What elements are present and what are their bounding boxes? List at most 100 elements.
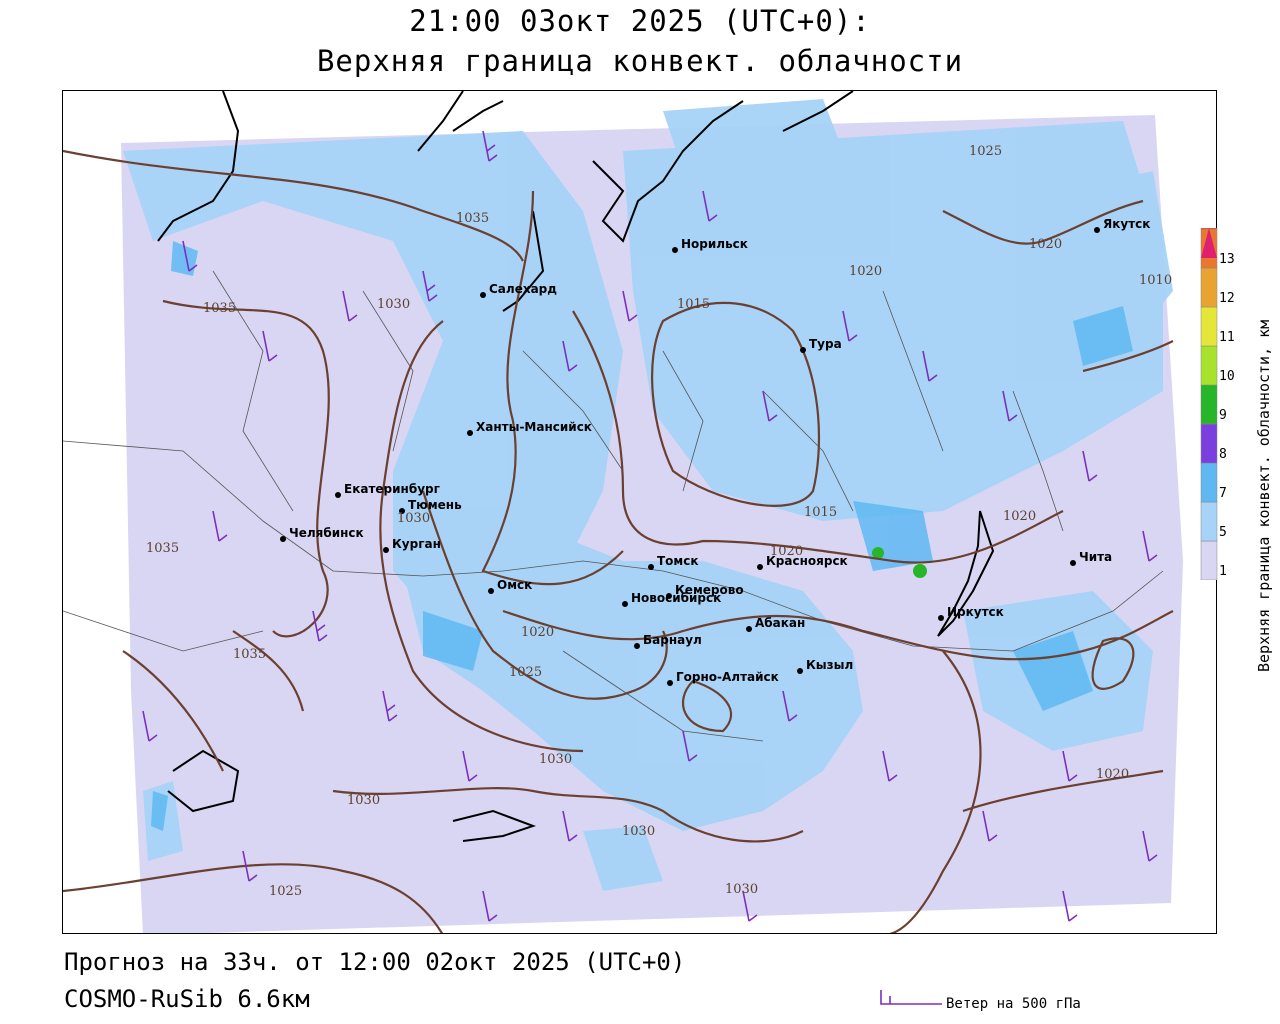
- city-marker: Кемерово: [666, 583, 744, 599]
- isobar-label: 1020: [521, 625, 554, 640]
- city-label: Томск: [657, 554, 699, 568]
- city-label: Омск: [497, 578, 532, 592]
- city-label: Челябинск: [289, 526, 364, 540]
- legend-cell: [1200, 423, 1218, 464]
- legend-cell: [1200, 384, 1218, 425]
- legend-tick-label: 7: [1219, 486, 1227, 501]
- isobar-label: 1020: [770, 544, 803, 559]
- legend-tick-label: 11: [1219, 330, 1235, 345]
- city-marker: Ханты-Мансийск: [467, 420, 592, 436]
- city-label: Якутск: [1103, 217, 1150, 231]
- isobar-label: 1020: [1096, 767, 1129, 782]
- isobar-label: 1020: [1029, 237, 1062, 252]
- city-dot: [280, 536, 286, 542]
- city-dot: [1070, 560, 1076, 566]
- city-label: Тура: [809, 337, 842, 351]
- city-marker: Тура: [800, 337, 842, 353]
- city-label: Курган: [392, 537, 441, 551]
- city-label: Чита: [1079, 550, 1112, 564]
- legend-cell: [1200, 501, 1218, 542]
- legend-cell: [1200, 306, 1218, 347]
- isobar-label: 1020: [1003, 509, 1036, 524]
- wind-legend-label: Ветер на 500 гПа: [946, 996, 1081, 1012]
- legend-tick-label: 1: [1219, 564, 1227, 579]
- city-dot: [634, 643, 640, 649]
- city-label: Кызыл: [806, 658, 853, 672]
- isobar-label: 1035: [203, 301, 236, 316]
- high-cloud-spots: [872, 547, 927, 578]
- isobar-label: 1030: [539, 752, 572, 767]
- map-area: Якутск Норильск Салехард Тура Ханты-Мансийск…: [62, 90, 1217, 934]
- city-marker: Горно-Алтайск: [667, 670, 779, 686]
- isobar-label: 1030: [622, 824, 655, 839]
- model-info: COSMO-RuSib 6.6км: [64, 985, 310, 1013]
- city-label: Красноярск: [766, 554, 848, 568]
- city-label: Барнаул: [643, 633, 702, 647]
- city-marker: Иркутск: [938, 605, 1004, 621]
- cloud-areas: [123, 99, 1173, 891]
- city-dot: [622, 601, 628, 607]
- wind-legend-symbol: [880, 990, 942, 1005]
- legend-tick-label: 8: [1219, 447, 1227, 462]
- city-label: Ханты-Мансийск: [476, 420, 592, 434]
- city-marker: Челябинск: [280, 526, 364, 542]
- isobar-label: 1025: [269, 884, 302, 899]
- city-marker: Норильск: [672, 237, 748, 253]
- legend-cell: [1200, 267, 1218, 308]
- forecast-info: Прогноз на 33ч. от 12:00 02окт 2025 (UTC…: [64, 948, 686, 976]
- city-label: Норильск: [681, 237, 748, 251]
- city-dot: [488, 588, 494, 594]
- city-dot: [666, 593, 672, 599]
- city-dot: [667, 680, 673, 686]
- legend-tick-label: 5: [1219, 525, 1227, 540]
- city-marker: Якутск: [1094, 217, 1150, 233]
- isobar-labels: 1025 1035 1035 1030 1015 1020 1020 1010 1030 1015…: [146, 144, 1172, 899]
- legend-arrow: [1201, 228, 1217, 258]
- city-marker: Томск: [648, 554, 699, 570]
- legend-title: Верхняя граница конвект. облачности, км: [1255, 319, 1273, 672]
- city-dot: [399, 508, 405, 514]
- isobar-label: 1035: [456, 211, 489, 226]
- city-dot: [335, 492, 341, 498]
- city-dot: [757, 564, 763, 570]
- city-label: Екатеринбург: [344, 482, 440, 496]
- isobar-label: 1015: [677, 297, 710, 312]
- isobar-label: 1015: [804, 505, 837, 520]
- city-label: Кемерово: [675, 583, 744, 597]
- isobar-label: 1030: [377, 297, 410, 312]
- isobar-label: 1030: [347, 793, 380, 808]
- city-dot: [467, 430, 473, 436]
- city-label: Новосибирск: [631, 591, 721, 605]
- city-markers: Якутск Норильск Салехард Тура Ханты-Мансийск…: [280, 217, 1150, 686]
- city-dot: [746, 626, 752, 632]
- isobar-label: 1025: [509, 665, 542, 680]
- legend-tick-label: 10: [1219, 369, 1235, 384]
- isobar-label: 1025: [969, 144, 1002, 159]
- isobar-label: 1030: [725, 882, 758, 897]
- isobars: [63, 149, 1174, 933]
- map-subtitle: Верхняя граница конвект. облачности: [316, 44, 964, 78]
- legend-cell: [1200, 462, 1218, 503]
- city-dot: [383, 547, 389, 553]
- isobar-label: 1035: [233, 647, 266, 662]
- city-marker: Кызыл: [797, 658, 853, 674]
- city-dot: [800, 347, 806, 353]
- city-label: Салехард: [489, 282, 557, 296]
- wind-barbs: [142, 130, 1158, 922]
- isobar-label: 1035: [146, 541, 179, 556]
- city-dot: [1094, 227, 1100, 233]
- city-dot: [938, 615, 944, 621]
- city-label: Иркутск: [947, 605, 1004, 619]
- city-dot: [672, 247, 678, 253]
- city-marker: Абакан: [746, 616, 805, 632]
- map-title: 21:00 03окт 2025 (UTC+0):: [409, 4, 871, 38]
- coastlines: [157, 91, 995, 842]
- legend-cell: [1200, 345, 1218, 386]
- city-marker: Барнаул: [634, 633, 702, 649]
- city-marker: Курган: [383, 537, 441, 553]
- legend-cell: [1200, 540, 1218, 580]
- city-marker: Тюмень: [399, 498, 462, 514]
- city-marker: Екатеринбург: [335, 482, 440, 498]
- map-canvas: Якутск Норильск Салехард Тура Ханты-Мансийск…: [63, 91, 1183, 933]
- city-label: Абакан: [755, 616, 805, 630]
